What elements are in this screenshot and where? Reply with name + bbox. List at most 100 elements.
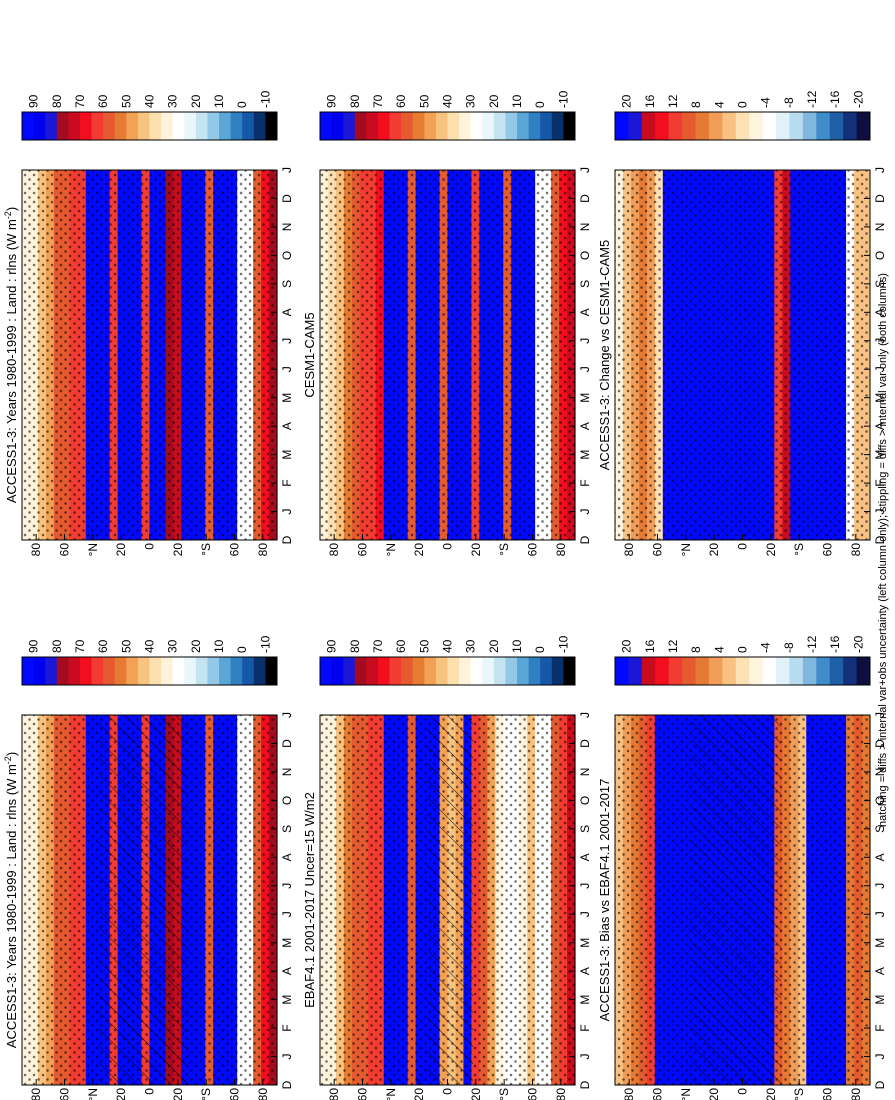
colorbar-tick-label: 70 [73, 94, 87, 108]
colorbar-segment [424, 657, 437, 685]
colorbar-segment [354, 112, 367, 140]
colorbar-tick-label: 40 [143, 94, 157, 108]
y-tick-label: 60 [228, 543, 242, 557]
panel-5: ACCESS1-3: Bias vs EBAF4.1 2001-2017 D J F M… [597, 635, 887, 1100]
colorbar-tick-label: 90 [27, 639, 41, 653]
panel-6: ACCESS1-3: Change vs CESM1-CAM5 D J F M A M J J A… [597, 90, 887, 556]
colorbar-segment [320, 112, 333, 140]
colorbar-segment [126, 657, 139, 685]
y-tick-label: 60 [526, 1088, 540, 1100]
colorbar-segment [412, 112, 425, 140]
y-tick-label: °S [199, 1088, 213, 1100]
colorbar-tick-label: 0 [736, 101, 750, 108]
colorbar-tick-label: 10 [510, 639, 524, 653]
colorbar-segment [540, 112, 553, 140]
colorbar-tick-label: 30 [464, 94, 478, 108]
y-tick-label: 20 [707, 1088, 721, 1100]
y-tick-label: 60 [58, 543, 72, 557]
colorbar-segment [103, 657, 116, 685]
colorbar-segment [829, 112, 844, 140]
colorbar-segment [843, 657, 858, 685]
colorbar-segment [195, 657, 208, 685]
panel-title: ACCESS1-3: Bias vs EBAF4.1 2001-2017 [597, 779, 612, 1022]
colorbar-segment [242, 112, 255, 140]
colorbar-tick-label: 20 [487, 639, 501, 653]
x-tick-label: M [578, 995, 592, 1005]
colorbar-segment [816, 657, 831, 685]
y-tick-label: 20 [764, 1088, 778, 1100]
title-superscript: -2 [3, 756, 13, 764]
colorbar-segment [528, 112, 541, 140]
x-tick-label: O [280, 796, 294, 805]
colorbar-tick-label: 20 [487, 94, 501, 108]
colorbar-tick-label: 90 [325, 639, 339, 653]
colorbar-segment [722, 112, 737, 140]
stippling-overlay [615, 170, 870, 540]
colorbar-tick-label: 12 [666, 639, 680, 653]
colorbar-tick-label: -20 [851, 90, 865, 108]
colorbar-tick-label: 60 [96, 94, 110, 108]
colorbar-tick-label: 20 [189, 639, 203, 653]
colorbar-segment [708, 112, 723, 140]
colorbar-segment [776, 657, 790, 685]
colorbar-segment [68, 112, 81, 140]
x-tick-label: J [578, 366, 592, 372]
y-tick-label: 20 [171, 1088, 185, 1100]
colorbar-tick-label: 60 [394, 639, 408, 653]
x-tick-label: A [578, 853, 592, 861]
x-tick-label: D [873, 1080, 887, 1089]
x-tick-label: J [578, 712, 592, 718]
x-tick-label: J [873, 167, 887, 173]
colorbar-segment [682, 112, 697, 140]
colorbar-tick-label: -10 [556, 635, 570, 653]
colorbar-segment [219, 112, 232, 140]
y-tick-label: 20 [469, 1088, 483, 1100]
colorbar-tick-label: 8 [689, 101, 703, 108]
x-tick-label: J [280, 883, 294, 889]
panel-2: ACCESS1-3: Years 1980-1999 : Land : rlns… [3, 90, 294, 556]
y-tick-label: 0 [143, 543, 157, 550]
colorbar-segment [628, 112, 643, 140]
colorbar-segment [161, 112, 174, 140]
colorbar-tick-label: 10 [510, 94, 524, 108]
x-tick-label: N [280, 768, 294, 777]
colorbar-segment [459, 657, 472, 685]
colorbar-tick-label: 8 [689, 646, 703, 653]
colorbar-segment [149, 657, 162, 685]
y-tick-label: °S [497, 1088, 511, 1100]
x-tick-label: O [578, 251, 592, 260]
colorbar-frame [614, 656, 871, 686]
colorbar-segment [435, 112, 449, 140]
colorbar-segment [137, 112, 151, 140]
colorbar-segment [91, 112, 104, 140]
colorbar-segment [79, 112, 93, 140]
x-tick-label: M [280, 450, 294, 460]
x-tick-label: J [280, 338, 294, 344]
colorbar-segment [843, 112, 858, 140]
x-tick-label: D [280, 194, 294, 203]
x-tick-label: O [873, 796, 887, 805]
panel-4: CESM1-CAM5 D J F M A M J J A S O N D J 80 60 °N 20 0 20 °S 60 8… [302, 90, 592, 556]
colorbar-segment [401, 112, 414, 140]
hatching-overlay [427, 715, 474, 1085]
x-tick-label: F [280, 479, 294, 486]
colorbar-frame [319, 111, 576, 141]
colorbar-segment [505, 112, 518, 140]
x-tick-label: M [873, 393, 887, 403]
x-tick-label: O [578, 796, 592, 805]
x-tick-label: A [280, 967, 294, 975]
colorbar-segment [320, 657, 333, 685]
y-tick-label: 20 [764, 543, 778, 557]
x-tick-label: S [578, 825, 592, 833]
colorbar-segment [789, 112, 804, 140]
colorbar-segment [331, 112, 344, 140]
colorbar-segment [366, 112, 379, 140]
x-tick-label: J [280, 911, 294, 917]
colorbar-frame [21, 111, 278, 141]
y-tick-label: 80 [849, 543, 863, 557]
x-tick-label: S [280, 825, 294, 833]
colorbar-segment [615, 112, 629, 140]
colorbar-segment [735, 112, 750, 140]
panel-3: EBAF4.1 2001-2017 Uncer=15 W/m2 D J F M A M J J A… [302, 635, 592, 1100]
